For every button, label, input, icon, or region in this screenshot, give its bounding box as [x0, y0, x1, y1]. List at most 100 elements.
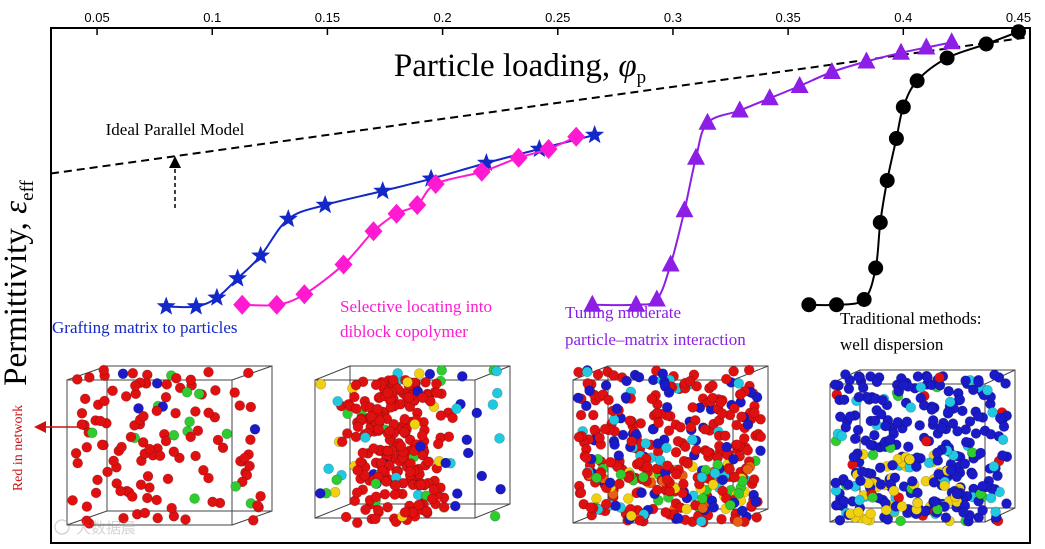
particle — [255, 490, 266, 502]
tuning-label-line2: particle–matrix interaction — [565, 330, 746, 349]
particle — [898, 380, 909, 391]
particle — [960, 436, 972, 448]
particle — [960, 375, 971, 387]
particle — [915, 382, 927, 393]
particle — [733, 378, 745, 389]
data-point-star — [585, 125, 605, 144]
particle — [678, 478, 689, 490]
particle — [384, 425, 395, 437]
particle — [117, 368, 129, 380]
series-diamond — [233, 126, 586, 315]
particle — [853, 371, 864, 383]
data-point-circle — [888, 131, 904, 146]
particle — [90, 487, 102, 499]
particle — [928, 477, 940, 488]
particle — [413, 499, 425, 511]
particle — [755, 413, 766, 425]
particle — [742, 445, 754, 456]
particle — [853, 391, 865, 403]
particle — [359, 470, 370, 481]
particle — [738, 433, 750, 444]
particle — [421, 505, 433, 517]
particle — [451, 403, 462, 414]
particle — [625, 510, 637, 522]
particle — [154, 450, 166, 462]
traditional-label-line2: well dispersion — [840, 335, 944, 354]
particle — [611, 403, 623, 414]
particle — [985, 492, 997, 504]
simulation-box — [66, 364, 273, 529]
data-point-triangle — [892, 42, 911, 60]
particle — [696, 471, 708, 483]
particle — [405, 466, 416, 477]
particle — [896, 501, 908, 512]
x-tick-label: 0.1 — [203, 10, 221, 25]
particle — [906, 475, 918, 487]
particle — [443, 431, 455, 443]
particle — [102, 466, 113, 478]
data-point-star — [476, 153, 496, 172]
x-tick-label: 0.15 — [315, 10, 340, 25]
data-point-diamond — [472, 161, 491, 182]
particle — [932, 447, 943, 459]
particle — [621, 375, 632, 387]
particle — [905, 402, 917, 413]
particle — [622, 493, 634, 504]
particle — [592, 369, 604, 380]
particle — [449, 500, 461, 512]
particle — [125, 431, 137, 443]
particle — [735, 388, 747, 400]
particle — [203, 407, 214, 419]
particle — [491, 387, 503, 399]
particle — [985, 428, 997, 440]
particle — [382, 501, 394, 513]
particle — [487, 399, 499, 410]
particle — [755, 431, 767, 443]
particle — [185, 431, 196, 443]
x-tick-label: 0.3 — [664, 10, 682, 25]
particle — [599, 423, 611, 435]
particle — [987, 407, 998, 418]
particle — [751, 512, 763, 523]
particle — [608, 414, 620, 426]
particle — [626, 435, 638, 447]
series-star — [156, 125, 605, 315]
particle — [351, 487, 363, 499]
particle — [875, 479, 887, 490]
data-point-star — [156, 296, 176, 315]
particle — [605, 456, 616, 468]
particle — [749, 407, 760, 419]
particle — [647, 374, 659, 386]
particle — [708, 502, 720, 513]
particle — [135, 479, 147, 491]
particle — [728, 365, 739, 377]
particle — [874, 462, 886, 474]
particle — [198, 464, 209, 476]
particle — [329, 486, 341, 498]
particle — [151, 378, 163, 389]
particle — [717, 474, 729, 486]
particle — [848, 451, 860, 463]
x-tick-label: 0.2 — [434, 10, 452, 25]
particle — [867, 449, 879, 461]
particle — [731, 439, 743, 451]
particle — [248, 514, 259, 526]
particle — [945, 465, 957, 476]
particle — [161, 379, 173, 390]
particle — [252, 500, 263, 511]
particle — [994, 412, 1006, 424]
series-layer — [156, 24, 1026, 315]
particle — [929, 496, 940, 507]
particle — [679, 441, 691, 453]
particle — [399, 413, 411, 425]
particle — [171, 372, 182, 384]
particle — [409, 418, 421, 430]
particle — [750, 496, 762, 507]
particle — [895, 515, 906, 527]
particle — [719, 430, 731, 442]
particle — [203, 472, 214, 484]
particle — [881, 504, 892, 516]
particle — [973, 376, 984, 388]
particle — [352, 421, 364, 433]
data-point-star — [207, 287, 227, 306]
